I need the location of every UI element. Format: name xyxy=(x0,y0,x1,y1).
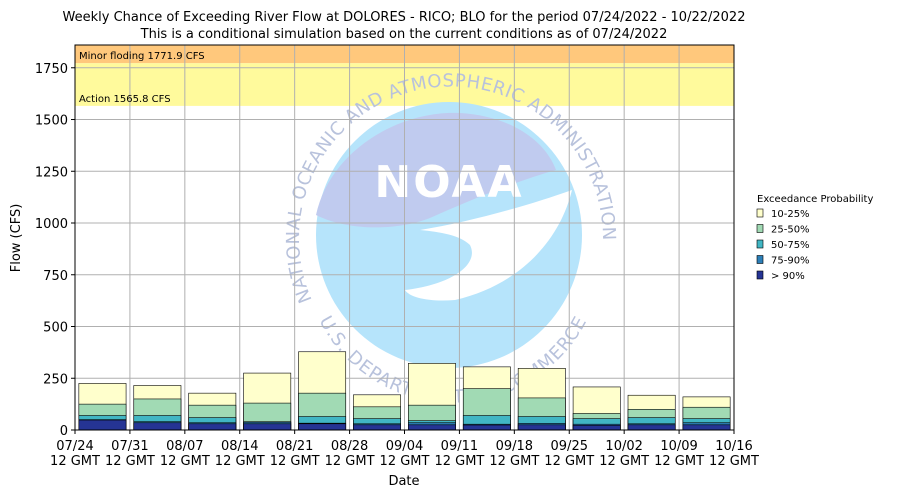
bar-week3-s4 xyxy=(243,423,292,431)
x-tick-label-12: 10/16 12 GMT xyxy=(709,439,759,469)
x-tick-label-8: 09/18 12 GMT xyxy=(489,439,539,469)
x-tick-label-3: 08/14 12 GMT xyxy=(215,439,265,469)
legend-swatch-4 xyxy=(756,270,764,280)
x-tick-label-2: 08/07 12 GMT xyxy=(160,439,210,469)
y-axis-label: Flow (CFS) xyxy=(9,204,24,273)
plot-area: NOAANATIONAL OCEANIC AND ATMOSPHERIC ADM… xyxy=(74,44,735,431)
bar-week8-s4 xyxy=(517,424,566,431)
bar-week2-s4 xyxy=(188,423,237,431)
legend-label-1: 25-50% xyxy=(771,225,810,236)
y-tick-label-7: 1750 xyxy=(35,62,68,77)
x-tick-label-5: 08/28 12 GMT xyxy=(325,439,375,469)
bar-week7-s4 xyxy=(462,424,511,431)
threshold-label-0: Minor floding 1771.9 CFS xyxy=(79,51,205,62)
y-tick-label-0: 0 xyxy=(60,424,68,439)
bar-week6-s4 xyxy=(408,424,456,431)
legend-swatch-3 xyxy=(756,255,764,264)
x-tick-label-9: 09/25 12 GMT xyxy=(544,439,594,469)
x-tick-label-10: 10/02 12 GMT xyxy=(599,439,649,469)
legend-label-4: > 90% xyxy=(771,271,805,282)
watermark-gull-shape xyxy=(405,190,572,301)
y-tick-label-5: 1250 xyxy=(35,165,68,180)
legend-swatch-1 xyxy=(756,224,764,233)
bar-week11-s4 xyxy=(682,424,731,431)
watermark-upper-shape xyxy=(316,112,556,228)
legend-title: Exceedance Probability xyxy=(757,194,873,205)
y-axis: 0 250 500 750 1000 1250 1500 1750 xyxy=(35,62,75,439)
bar-week10-s4 xyxy=(627,424,676,431)
y-tick-label-1: 250 xyxy=(43,372,68,387)
y-tick-label-3: 750 xyxy=(43,269,68,284)
legend-swatch-2 xyxy=(756,239,764,249)
bar-week9-s4 xyxy=(572,425,621,431)
threshold-label-1: Action 1565.8 CFS xyxy=(79,94,171,105)
chart-title-line1: Weekly Chance of Exceeding River Flow at… xyxy=(63,10,746,25)
watermark-center-text: NOAA xyxy=(374,157,523,208)
legend-label-0: 10-25% xyxy=(771,209,810,220)
y-tick-label-6: 1500 xyxy=(35,114,68,129)
x-tick-label-1: 07/31 12 GMT xyxy=(105,439,155,469)
y-tick-label-2: 500 xyxy=(43,321,68,336)
bar-week4-s4 xyxy=(298,423,347,431)
legend-label-2: 50-75% xyxy=(771,240,810,251)
x-tick-label-0: 07/24 12 GMT xyxy=(50,439,100,469)
legend: Exceedance Probability 10-25% 25-50% 50-75… xyxy=(756,194,873,282)
legend-label-3: 75-90% xyxy=(771,256,810,267)
x-tick-label-6: 09/04 12 GMT xyxy=(380,439,430,469)
chart-title-line2: This is a conditional simulation based o… xyxy=(140,27,668,42)
bar-week0-s4 xyxy=(78,419,127,431)
y-tick-label-4: 1000 xyxy=(35,217,68,232)
bar-week5-s4 xyxy=(353,424,401,431)
x-tick-label-11: 10/09 12 GMT xyxy=(654,439,704,469)
bar-week1-s4 xyxy=(133,422,182,431)
legend-swatch-0 xyxy=(756,208,764,218)
x-tick-label-7: 09/11 12 GMT xyxy=(434,439,484,469)
x-axis-label: Date xyxy=(388,474,419,489)
x-tick-label-4: 08/21 12 GMT xyxy=(270,439,320,469)
